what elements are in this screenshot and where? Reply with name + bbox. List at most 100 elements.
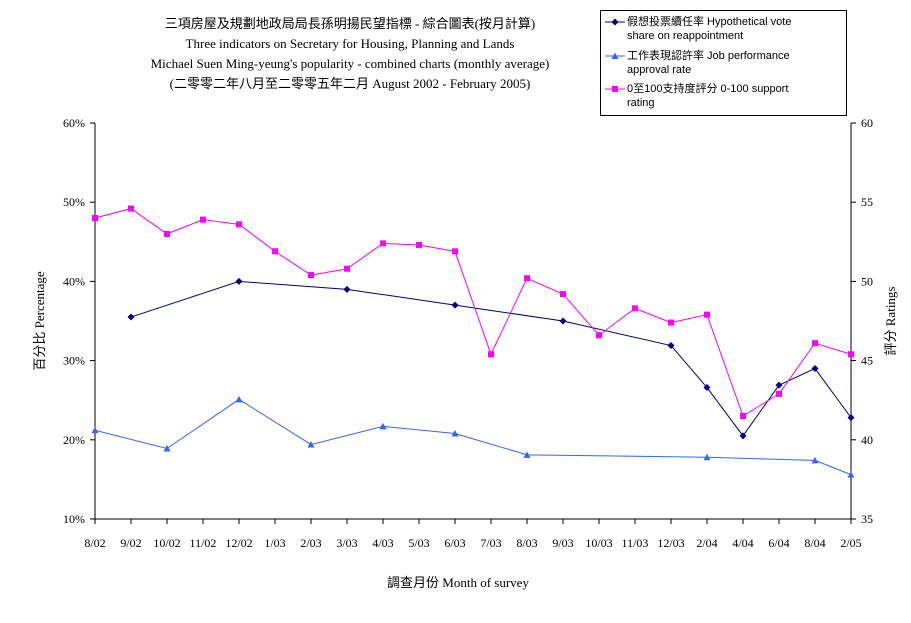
data-point [703, 384, 711, 392]
y-right-tick-label: 45 [861, 354, 873, 368]
y-right-tick-label: 40 [861, 433, 873, 447]
chart-legend: 假想投票續任率 Hypothetical vote share on reapp… [600, 10, 847, 116]
series-1 [91, 395, 855, 478]
x-tick-label: 8/02 [84, 536, 105, 550]
legend-label: share on reappointment [627, 30, 744, 42]
x-tick-label: 10/03 [585, 536, 612, 550]
data-point [560, 291, 566, 298]
data-point [811, 456, 819, 464]
data-point [632, 305, 638, 312]
data-point [559, 317, 567, 325]
x-tick-label: 7/03 [480, 536, 501, 550]
data-point [452, 248, 458, 255]
y-left-tick-label: 30% [63, 354, 85, 368]
x-tick-label: 8/03 [516, 536, 537, 550]
chart-title-line: Three indicators on Secretary for Housin… [185, 36, 515, 51]
series-0 [127, 277, 855, 440]
data-point [812, 340, 818, 347]
data-point [523, 451, 531, 458]
data-point [127, 313, 135, 321]
data-point [272, 248, 278, 255]
data-point [848, 351, 854, 358]
x-tick-label: 4/04 [732, 536, 753, 550]
data-point [236, 221, 242, 228]
x-tick-label: 9/03 [552, 536, 573, 550]
legend-label: rating [627, 97, 655, 109]
x-tick-label: 1/03 [264, 536, 285, 550]
chart-title-line: 三項房屋及規劃地政局局長孫明揚民望指標 - 綜合圖表(按月計算) [164, 16, 536, 31]
chart-axes: 10% 20% 30% 40% 50% 60% 35 40 45 50 55 60 8/02 9/02 10… [63, 116, 873, 550]
chart-title-line: Michael Suen Ming-yeung's popularity - c… [150, 56, 550, 71]
series-line [130, 280, 852, 437]
series-2 [92, 205, 854, 420]
data-point [739, 432, 747, 440]
data-point [380, 240, 386, 247]
y-right-tick-label: 55 [861, 195, 873, 209]
data-point [703, 453, 711, 461]
data-point [740, 413, 746, 420]
x-tick-label: 12/02 [225, 536, 252, 550]
data-point [451, 429, 459, 437]
x-tick-label: 11/03 [622, 536, 649, 550]
x-tick-label: 5/03 [408, 536, 429, 550]
x-tick-label: 2/03 [300, 536, 321, 550]
x-tick-label: 9/02 [120, 536, 141, 550]
legend-marker-diamond [605, 18, 625, 26]
series-line [94, 207, 852, 417]
y-left-tick-label: 40% [63, 274, 85, 288]
y-right-tick-label: 50 [861, 274, 873, 288]
data-point [344, 265, 350, 272]
data-point [451, 301, 459, 309]
x-tick-label: 12/03 [657, 536, 684, 550]
legend-marker-triangle [605, 52, 625, 59]
y-left-tick-label: 60% [63, 116, 85, 130]
data-point [775, 381, 783, 389]
legend-marker-square [605, 86, 625, 92]
chart-series [91, 205, 855, 478]
data-point [91, 426, 99, 434]
y-axis-left-label: 百分比 Percentage [32, 271, 47, 371]
chart-title-line: (二零零二年八月至二零零五年二月 August 2002 - February … [169, 76, 531, 91]
x-tick-label: 6/04 [768, 536, 789, 550]
data-point [488, 351, 494, 358]
x-tick-label: 10/02 [153, 536, 180, 550]
data-point [811, 365, 819, 373]
data-point [847, 414, 855, 422]
data-point [704, 311, 710, 318]
data-point [668, 319, 674, 326]
data-point [416, 241, 422, 248]
data-point [235, 395, 243, 403]
data-point [163, 445, 171, 452]
y-left-tick-label: 20% [63, 433, 85, 447]
data-point [235, 277, 243, 285]
x-tick-label: 8/04 [804, 536, 825, 550]
data-point [92, 215, 98, 222]
x-tick-label: 3/03 [336, 536, 357, 550]
y-right-tick-label: 60 [861, 116, 873, 130]
chart-title: 三項房屋及規劃地政局局長孫明揚民望指標 - 綜合圖表(按月計算) Three i… [95, 14, 605, 94]
data-point [524, 275, 530, 282]
x-tick-label: 11/02 [190, 536, 217, 550]
data-point [308, 272, 314, 279]
series-line [94, 398, 852, 476]
data-point [847, 471, 855, 478]
y-left-tick-label: 50% [63, 195, 85, 209]
y-left-tick-label: 10% [63, 512, 85, 526]
data-point [667, 342, 675, 350]
x-tick-label: 6/03 [444, 536, 465, 550]
x-tick-label: 2/05 [840, 536, 861, 550]
y-right-tick-label: 35 [861, 512, 873, 526]
data-point [128, 205, 134, 212]
legend-label: approval rate [627, 64, 692, 76]
legend-label: 假想投票續任率 Hypothetical vote [627, 16, 792, 28]
data-point [307, 441, 315, 448]
y-axis-right-label: 評分 Ratings [883, 287, 898, 356]
data-point [343, 285, 351, 293]
data-point [379, 422, 387, 430]
x-tick-label: 4/03 [372, 536, 393, 550]
x-tick-label: 2/04 [696, 536, 717, 550]
data-point [596, 332, 602, 339]
data-point [776, 390, 782, 397]
legend-label: 工作表現認許率 Job performance [627, 50, 790, 62]
